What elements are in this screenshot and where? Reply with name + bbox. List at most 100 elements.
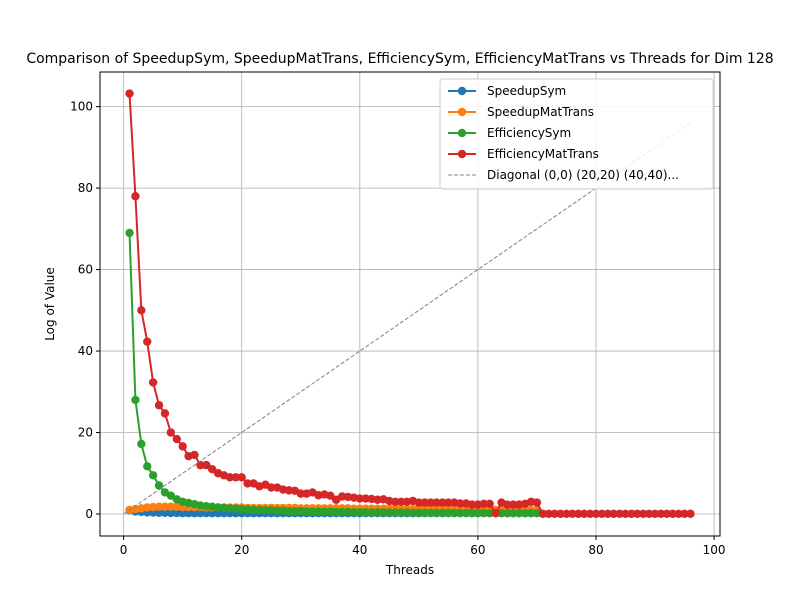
data-point <box>444 508 453 517</box>
data-point <box>509 508 518 518</box>
data-point <box>154 502 164 511</box>
data-point <box>355 507 365 517</box>
data-point <box>160 508 170 517</box>
data-point <box>579 509 589 518</box>
data-point <box>284 506 294 516</box>
data-point <box>160 409 170 418</box>
x-tick-label: 40 <box>352 543 367 557</box>
legend-label: SpeedupSym <box>487 84 566 98</box>
data-point <box>627 509 636 518</box>
data-point <box>455 508 465 518</box>
data-point <box>249 505 258 515</box>
data-point <box>479 499 489 509</box>
data-point <box>526 508 536 518</box>
data-point <box>574 509 583 518</box>
data-point <box>544 509 553 518</box>
data-point <box>644 509 654 518</box>
data-point <box>396 497 406 506</box>
x-tick-label: 60 <box>470 543 485 557</box>
y-tick-label: 100 <box>70 100 93 114</box>
legend-marker <box>457 107 467 117</box>
data-point <box>497 508 506 518</box>
data-point <box>591 509 601 518</box>
data-point <box>550 509 559 518</box>
data-point <box>148 471 158 480</box>
data-point <box>420 498 429 507</box>
data-point <box>391 497 400 506</box>
series-layer <box>123 89 695 518</box>
data-point <box>609 509 618 518</box>
data-point <box>585 509 595 518</box>
data-point <box>302 507 311 516</box>
data-point <box>331 507 341 517</box>
data-point <box>455 499 465 508</box>
data-point <box>207 464 217 474</box>
data-point <box>184 508 193 518</box>
data-point <box>326 507 335 516</box>
data-point <box>243 479 252 488</box>
data-point <box>639 509 648 518</box>
data-point <box>650 509 660 518</box>
plot-frame <box>99 71 721 537</box>
data-point <box>520 508 530 518</box>
data-point <box>438 508 447 517</box>
data-point <box>562 509 571 518</box>
data-point <box>160 502 170 511</box>
data-point <box>668 509 677 518</box>
y-tick-label: 20 <box>78 426 93 440</box>
data-point <box>166 502 176 511</box>
y-axis-label: Log of Value <box>43 267 57 341</box>
data-point <box>178 508 187 518</box>
data-point <box>131 192 140 201</box>
data-point <box>131 395 140 405</box>
series-3 <box>125 89 695 518</box>
data-point <box>686 509 695 518</box>
data-point <box>308 507 317 516</box>
data-point <box>385 508 394 517</box>
data-point <box>402 508 412 517</box>
legend-label: EfficiencyMatTrans <box>487 147 599 161</box>
data-point <box>379 508 388 517</box>
data-point <box>190 508 199 518</box>
data-point <box>509 500 518 509</box>
data-point <box>237 473 246 482</box>
data-point <box>196 508 205 518</box>
data-point <box>621 509 630 518</box>
x-tick-label: 80 <box>588 543 603 557</box>
data-point <box>154 401 164 410</box>
data-point <box>391 508 400 517</box>
x-tick-label: 0 <box>120 543 128 557</box>
data-point <box>172 434 181 444</box>
plot-area <box>123 89 695 518</box>
data-point <box>556 509 565 518</box>
data-point <box>231 473 241 482</box>
data-point <box>343 507 353 517</box>
data-point <box>491 508 500 518</box>
data-point <box>154 481 164 490</box>
data-point <box>461 508 471 518</box>
data-point <box>166 428 176 437</box>
data-point <box>396 508 406 517</box>
data-point <box>597 509 607 518</box>
data-point <box>314 507 323 516</box>
data-point <box>326 491 335 500</box>
x-tick-label: 20 <box>234 543 249 557</box>
data-point <box>296 489 305 498</box>
data-point <box>426 508 435 517</box>
data-point <box>172 508 181 518</box>
data-point <box>426 498 435 507</box>
legend: SpeedupSym SpeedupMatTrans EfficiencySym Ef… <box>439 78 714 190</box>
data-point <box>473 508 483 518</box>
data-point <box>125 228 134 238</box>
data-point <box>125 89 134 98</box>
data-point <box>615 509 624 518</box>
data-point <box>568 509 577 518</box>
data-point <box>349 507 359 517</box>
data-point <box>414 498 424 507</box>
legend-box <box>439 78 714 190</box>
y-tick-label: 0 <box>85 507 93 521</box>
axis-ticks: 0 20 40 60 80 100 0 20 40 60 80 100 <box>70 100 725 557</box>
data-point <box>178 442 187 451</box>
data-point <box>432 508 441 517</box>
